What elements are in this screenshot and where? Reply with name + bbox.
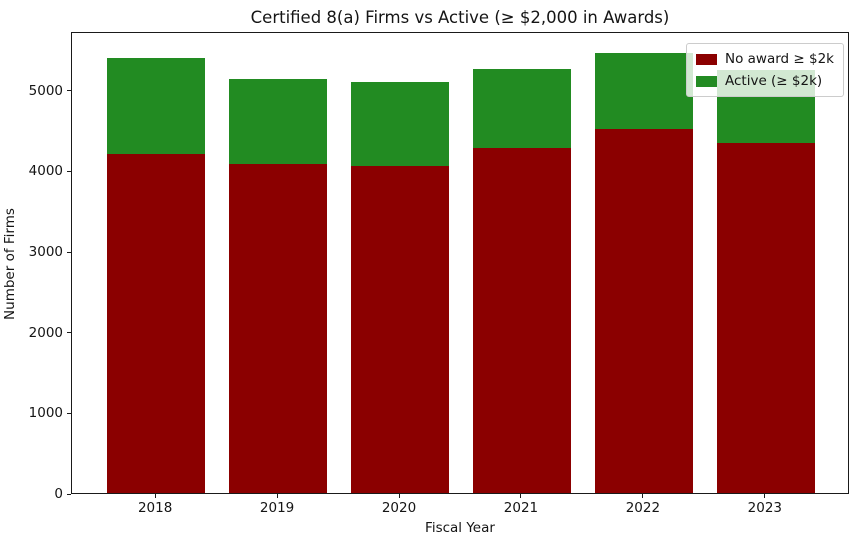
y-tick-mark <box>67 412 71 414</box>
legend-entry-0: No award ≥ $2k <box>695 51 834 67</box>
legend-label: Active (≥ $2k) <box>724 73 823 89</box>
bar-segment-2020-series0 <box>351 165 449 493</box>
stacked-bar-2020 <box>351 31 449 493</box>
x-tick-mark <box>520 494 522 498</box>
bar-segment-2022-series1 <box>595 52 693 130</box>
x-tick-mark <box>276 494 278 498</box>
bar-segment-2021-series1 <box>473 68 571 149</box>
plot-area: No award ≥ $2k Active (≥ $2k) <box>71 32 849 494</box>
x-tick-label-2018: 2018 <box>137 500 173 516</box>
y-tick-mark <box>67 332 71 334</box>
x-tick-label-2019: 2019 <box>259 500 295 516</box>
stacked-bar-2018 <box>107 31 205 493</box>
y-axis-label: Number of Firms <box>2 208 18 320</box>
bar-segment-2019-series0 <box>229 164 327 493</box>
legend-swatch-icon <box>695 53 717 65</box>
x-tick-label-2022: 2022 <box>625 500 661 516</box>
y-tick-label: 1000 <box>28 405 63 422</box>
x-tick-label-2020: 2020 <box>381 500 417 516</box>
y-tick-label: 0 <box>54 486 63 502</box>
stacked-bar-2023 <box>717 31 815 493</box>
y-tick-label: 5000 <box>28 82 63 99</box>
y-tick-label: 4000 <box>28 163 63 180</box>
bar-segment-2019-series1 <box>229 79 327 165</box>
y-tick-mark <box>67 90 71 92</box>
y-tick-mark <box>67 251 71 253</box>
bar-segment-2018-series1 <box>107 58 205 154</box>
y-tick-mark <box>67 493 71 495</box>
stacked-bar-2021 <box>473 31 571 493</box>
bar-segment-2022-series0 <box>595 129 693 493</box>
stacked-bar-2022 <box>595 31 693 493</box>
stacked-bar-2019 <box>229 31 327 493</box>
bar-segment-2023-series0 <box>717 143 815 493</box>
chart-title: Certified 8(a) Firms vs Active (≥ $2,000… <box>250 8 670 27</box>
x-tick-mark <box>154 494 156 498</box>
y-tick-mark <box>67 170 71 172</box>
y-tick-label: 3000 <box>28 244 63 261</box>
legend-label: No award ≥ $2k <box>724 51 834 67</box>
x-tick-mark <box>642 494 644 498</box>
legend: No award ≥ $2k Active (≥ $2k) <box>685 43 844 97</box>
bar-segment-2021-series0 <box>473 148 571 493</box>
legend-entry-1: Active (≥ $2k) <box>695 73 834 89</box>
x-tick-mark <box>764 494 766 498</box>
x-tick-label-2023: 2023 <box>747 500 783 516</box>
x-tick-mark <box>398 494 400 498</box>
y-tick-label: 2000 <box>28 324 63 341</box>
bar-segment-2018-series0 <box>107 153 205 493</box>
legend-swatch-icon <box>695 75 717 87</box>
bar-segment-2020-series1 <box>351 82 449 166</box>
x-tick-label-2021: 2021 <box>503 500 539 516</box>
x-axis-label: Fiscal Year <box>425 520 495 536</box>
